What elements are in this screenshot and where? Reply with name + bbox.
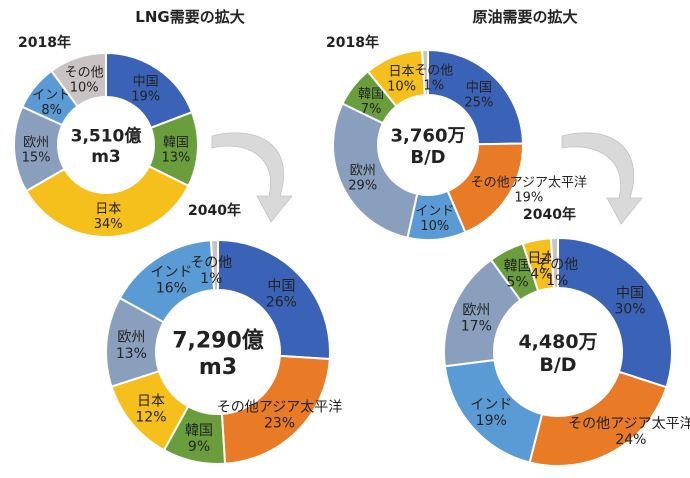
oil-panel-title: 原油需要の拡大: [472, 8, 578, 26]
lng-growth-arrow: [211, 132, 293, 223]
slice-label-japan: 日本 34%: [94, 202, 123, 232]
oil-growth-arrow: [561, 132, 643, 225]
slice-label-china: 中国 19%: [131, 74, 160, 104]
slice-label-china: 中国 30%: [614, 286, 645, 318]
slice-other-asia-pacific: [220, 354, 331, 465]
slice-label-europe: 欧州 17%: [461, 303, 492, 335]
slice-china: [217, 238, 331, 361]
slice-label-other-asia-pacific: その他アジア太平洋 23%: [217, 399, 342, 431]
slice-label-europe: 欧州 15%: [22, 135, 51, 165]
slice-other-asia-pacific: [528, 370, 668, 467]
oil-2018-year-label: 2018年: [326, 35, 379, 51]
center-total-label: 7,290億 m3: [172, 328, 264, 380]
slice-label-other: その他 1%: [536, 257, 578, 289]
center-total-label: 4,480万 B/D: [518, 331, 597, 376]
slice-other: [421, 48, 429, 97]
center-total-label: 3,510億 m3: [71, 126, 142, 167]
slice-label-japan: 日本 10%: [387, 65, 416, 95]
lng-panel-title: LNG需要の拡大: [135, 8, 245, 26]
slice-label-other: その他 10%: [65, 66, 104, 96]
slice-label-korea: 韓国 7%: [358, 87, 384, 117]
oil-2018-donut-chart: 中国 25% その他アジア太平洋 19% インド 10% 欧州 29% 韓国 7%日本 10%その他…: [332, 48, 587, 241]
slice-china: [557, 236, 673, 389]
slice-other: [209, 238, 219, 292]
slice-label-india: インド 16%: [150, 264, 192, 296]
oil-2040-donut-chart: 中国 30% その他アジア太平洋 24% インド 19% 欧州 17% 韓国 5%日本 4%その他 1…: [443, 236, 690, 467]
slice-label-india: インド 10%: [415, 204, 454, 234]
slice-europe: [332, 102, 419, 239]
slice-label-other-asia-pacific: その他アジア太平洋 19%: [471, 176, 587, 206]
center-total-label: 3,760万 B/D: [391, 125, 466, 168]
slice-label-korea: 韓国 9%: [185, 423, 213, 455]
slice-other: [50, 51, 107, 108]
slice-china: [427, 48, 525, 146]
slice-label-china: 中国 26%: [266, 278, 297, 310]
slice-label-europe: 欧州 29%: [348, 164, 377, 194]
slice-label-india: インド 8%: [32, 88, 71, 118]
oil-2040-year-label: 2040年: [523, 207, 576, 223]
slice-label-korea: 韓国 13%: [161, 135, 190, 165]
slice-label-korea: 韓国 5%: [504, 259, 532, 291]
slice-label-japan: 日本 4%: [527, 250, 555, 282]
slice-label-india: インド 19%: [470, 397, 512, 429]
slice-label-other: その他 1%: [414, 64, 453, 94]
slice-label-europe: 欧州 13%: [116, 330, 147, 362]
lng-2040-year-label: 2040年: [188, 203, 241, 219]
slice-other: [549, 236, 559, 290]
lng-2018-donut-chart: 中国 19% 韓国 13% 日本 34% 欧州 15% インド 8%その他 10% 3,510億 m3: [13, 51, 199, 238]
lng-2040-donut-chart: 中国 26% その他アジア太平洋 23%韓国 9% 日本 12% 欧州 13% インド 16%その他…: [105, 238, 342, 465]
slice-label-china: 中国 25%: [464, 80, 493, 110]
slice-label-other-asia-pacific: その他アジア太平洋 24%: [568, 416, 690, 448]
slice-japan: [24, 164, 190, 238]
slice-label-other: その他 1%: [190, 255, 232, 287]
lng-2018-year-label: 2018年: [18, 35, 71, 51]
slice-label-japan: 日本 12%: [135, 393, 166, 425]
